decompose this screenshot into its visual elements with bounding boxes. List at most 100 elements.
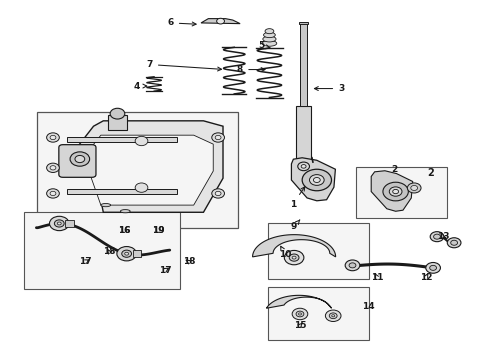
Circle shape [50, 191, 56, 195]
Bar [356, 167, 447, 218]
Circle shape [50, 166, 56, 170]
Bar [65, 220, 74, 227]
Text: 5: 5 [258, 41, 270, 50]
Circle shape [135, 136, 148, 146]
Ellipse shape [101, 203, 111, 207]
Text: 15: 15 [294, 321, 306, 330]
Circle shape [302, 169, 331, 191]
Circle shape [407, 183, 421, 193]
Circle shape [349, 263, 356, 268]
Text: 17: 17 [79, 257, 92, 266]
Circle shape [389, 187, 402, 196]
Bar [296, 106, 312, 165]
Bar [300, 23, 307, 107]
Ellipse shape [265, 29, 274, 34]
Bar [24, 212, 179, 289]
Circle shape [434, 234, 441, 239]
Circle shape [345, 260, 360, 271]
Text: 2: 2 [427, 168, 434, 178]
Circle shape [292, 256, 296, 259]
Circle shape [289, 254, 299, 261]
Bar [299, 22, 308, 24]
Circle shape [292, 308, 308, 320]
FancyBboxPatch shape [59, 145, 96, 177]
Circle shape [411, 185, 417, 190]
Circle shape [392, 189, 398, 194]
Polygon shape [64, 121, 223, 212]
Circle shape [217, 18, 224, 24]
Circle shape [212, 189, 224, 198]
Circle shape [117, 247, 136, 261]
Circle shape [332, 315, 335, 317]
Circle shape [215, 191, 221, 195]
Bar [269, 223, 368, 279]
Text: 4: 4 [133, 82, 147, 91]
Text: 9: 9 [291, 220, 300, 231]
Text: 6: 6 [168, 18, 196, 27]
Circle shape [47, 163, 59, 172]
Circle shape [70, 152, 90, 166]
Bar [269, 287, 368, 339]
Text: 18: 18 [103, 247, 116, 256]
Circle shape [314, 177, 320, 183]
Circle shape [49, 216, 69, 231]
Ellipse shape [264, 32, 275, 38]
Bar [108, 115, 127, 130]
Circle shape [75, 156, 85, 163]
Text: 19: 19 [152, 226, 164, 235]
Circle shape [325, 310, 341, 321]
Circle shape [329, 313, 337, 319]
Circle shape [430, 265, 437, 270]
Bar [67, 189, 177, 194]
Text: 18: 18 [183, 257, 195, 266]
Polygon shape [267, 295, 332, 308]
Circle shape [122, 250, 131, 257]
Circle shape [50, 135, 56, 140]
Text: 12: 12 [419, 273, 432, 282]
Circle shape [124, 252, 128, 255]
Text: 8: 8 [237, 65, 265, 74]
Circle shape [426, 262, 441, 273]
Bar [67, 137, 177, 142]
Ellipse shape [263, 36, 276, 42]
Circle shape [298, 313, 301, 315]
Polygon shape [252, 235, 336, 257]
Text: 1: 1 [290, 187, 305, 208]
Circle shape [215, 135, 221, 140]
Text: 13: 13 [437, 232, 449, 241]
Polygon shape [292, 158, 335, 201]
Text: 10: 10 [279, 246, 291, 259]
Circle shape [54, 220, 64, 227]
Text: 7: 7 [147, 60, 221, 71]
Text: 2: 2 [391, 165, 397, 174]
Bar [37, 112, 238, 228]
Circle shape [298, 162, 310, 171]
Polygon shape [84, 135, 213, 205]
Circle shape [301, 165, 306, 168]
Text: 16: 16 [118, 226, 130, 235]
Circle shape [47, 189, 59, 198]
Ellipse shape [121, 210, 130, 213]
Circle shape [383, 182, 408, 201]
Text: 17: 17 [159, 266, 171, 275]
Circle shape [110, 108, 125, 119]
Text: 11: 11 [370, 273, 383, 282]
Text: 3: 3 [315, 84, 344, 93]
Circle shape [296, 311, 304, 317]
Circle shape [447, 238, 461, 248]
Ellipse shape [262, 41, 277, 46]
Circle shape [57, 222, 61, 225]
Bar [132, 250, 141, 257]
Circle shape [430, 231, 444, 242]
Text: 14: 14 [362, 302, 374, 311]
Text: 19: 19 [152, 226, 164, 235]
Polygon shape [201, 19, 240, 24]
Circle shape [47, 133, 59, 142]
Circle shape [451, 240, 458, 245]
Polygon shape [371, 171, 413, 211]
Circle shape [135, 183, 148, 192]
Circle shape [284, 251, 304, 265]
Circle shape [310, 175, 324, 185]
Text: 16: 16 [118, 226, 130, 235]
Circle shape [212, 133, 224, 142]
